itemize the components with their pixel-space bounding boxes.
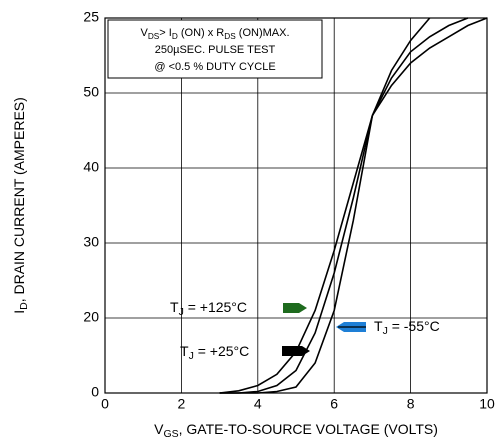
text-part: T	[170, 299, 179, 315]
note-line: @ <0.5 % DUTY CYCLE	[154, 61, 275, 73]
x-tick-label: 8	[407, 396, 415, 412]
text-part: DS	[224, 32, 236, 41]
text-part: T	[374, 318, 383, 334]
y-tick-label: 30	[83, 234, 99, 250]
y-tick-label: 20	[83, 309, 99, 325]
series-label: TJ = +125°C	[170, 299, 247, 318]
text-part: = +125°C	[184, 299, 247, 315]
x-tick-label: 2	[178, 396, 186, 412]
y-tick-label: 0	[91, 384, 99, 400]
text-part: > I	[159, 27, 172, 39]
text-part: @ <0.5 % DUTY CYCLE	[154, 61, 275, 73]
x-axis-title: VGS, GATE-TO-SOURCE VOLTAGE (VOLTS)	[154, 421, 438, 440]
text-part: GS	[163, 428, 178, 440]
text-part: = -55°C	[388, 318, 440, 334]
y-tick-label: 50	[83, 84, 99, 100]
text-part: , GATE-TO-SOURCE VOLTAGE (VOLTS)	[179, 421, 438, 437]
text-part: J	[383, 325, 388, 337]
text-part: (ON)MAX.	[236, 27, 290, 39]
text-part: (ON) x R	[178, 27, 224, 39]
series-label: TJ = -55°C	[374, 318, 440, 337]
note-line: 250µSEC. PULSE TEST	[155, 44, 276, 56]
x-tick-label: 0	[101, 396, 109, 412]
curve	[219, 17, 431, 394]
y-tick-label: 40	[83, 159, 99, 175]
curve	[219, 17, 469, 394]
series-label: TJ = +25°C	[180, 343, 249, 362]
x-tick-label: 6	[330, 396, 338, 412]
note-box: VDS> ID (ON) x RDS (ON)MAX.250µSEC. PULS…	[107, 19, 323, 79]
note-line: VDS> ID (ON) x RDS (ON)MAX.	[140, 27, 289, 41]
text-part: , DRAIN CURRENT (AMPERES)	[11, 97, 27, 302]
label-arrow	[282, 346, 310, 356]
text-part: 250µSEC. PULSE TEST	[155, 44, 276, 56]
text-part: J	[189, 350, 194, 362]
x-tick-label: 10	[479, 396, 495, 412]
text-part: J	[179, 306, 184, 318]
curve	[219, 17, 488, 394]
text-part: D	[172, 32, 178, 41]
text-part: = +25°C	[194, 343, 249, 359]
text-part: T	[180, 343, 189, 359]
label-arrow	[283, 303, 307, 313]
text-part: V	[140, 27, 148, 39]
text-part: D	[18, 302, 30, 310]
text-part: I	[11, 310, 27, 314]
y-axis-title: ID, DRAIN CURRENT (AMPERES)	[11, 97, 30, 314]
plot-frame	[104, 17, 488, 394]
note-frame	[107, 19, 323, 79]
text-part: V	[154, 421, 164, 437]
x-tick-label: 4	[254, 396, 262, 412]
text-part: DS	[148, 32, 160, 41]
y-tick-label: 25	[83, 9, 99, 25]
